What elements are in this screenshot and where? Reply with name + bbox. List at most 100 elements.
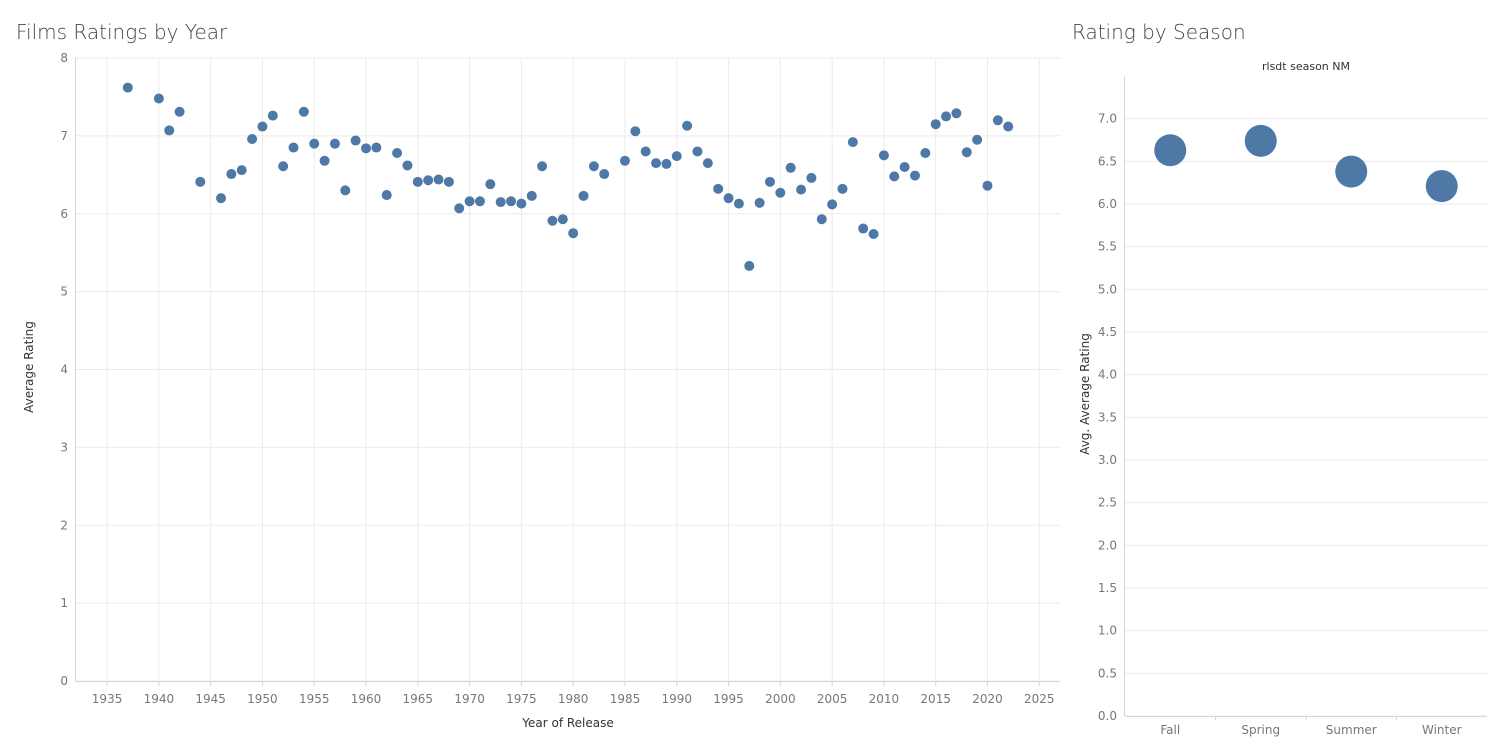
data-point (941, 111, 952, 122)
data-point (796, 184, 807, 195)
data-point (878, 150, 889, 161)
data-point (298, 106, 309, 117)
y-tick-label: 7 (60, 129, 68, 143)
data-point (288, 142, 299, 153)
data-point (764, 176, 775, 187)
data-point (309, 138, 320, 149)
season-point (1425, 170, 1458, 203)
data-point (1003, 121, 1014, 132)
season-y-tick-label: 6.5 (1098, 154, 1117, 168)
x-tick-label: 1985 (610, 692, 641, 706)
x-tick-label: 1995 (713, 692, 744, 706)
data-point (785, 162, 796, 173)
x-tick-label: 1950 (247, 692, 278, 706)
y-axis-label: Average Rating (22, 321, 36, 413)
data-point (889, 171, 900, 182)
data-point (319, 155, 330, 166)
x-tick-label: 1955 (299, 692, 330, 706)
year-scatter-chart: 0 1 2 3 4 5 6 7 8 1935 1940 1945 1950 1955 1960 1965 197… (22, 51, 1060, 730)
data-point (381, 190, 392, 201)
data-point (961, 147, 972, 158)
data-point (361, 143, 372, 154)
data-point (992, 115, 1003, 126)
data-point (909, 170, 920, 181)
y-tick-label: 2 (60, 518, 68, 532)
data-point (692, 146, 703, 157)
y-tick-label: 5 (60, 285, 68, 299)
data-point (847, 137, 858, 148)
data-point (806, 172, 817, 183)
data-point (702, 158, 713, 169)
chart-title-films-ratings-by-year: Films Ratings by Year (16, 20, 228, 44)
data-point (920, 148, 931, 159)
data-point (858, 223, 869, 234)
season-y-tick-label: 0.0 (1098, 709, 1117, 723)
data-point (723, 193, 734, 204)
x-tick-label: 1970 (454, 692, 485, 706)
season-y-tick-label: 4.5 (1098, 325, 1117, 339)
season-y-tick-label: 1.0 (1098, 624, 1117, 638)
data-point (951, 108, 962, 119)
data-point (122, 82, 133, 93)
data-point (651, 158, 662, 169)
season-category-label: Spring (1241, 723, 1280, 737)
data-point (371, 142, 382, 153)
data-point (682, 120, 693, 131)
season-y-tick-label: 4.0 (1098, 368, 1117, 382)
year-gridlines (76, 57, 1060, 682)
data-point (775, 187, 786, 198)
data-point (474, 196, 485, 207)
y-tick-label: 4 (60, 363, 68, 377)
data-point (485, 179, 496, 190)
data-point (164, 125, 175, 136)
data-point (402, 160, 413, 171)
x-tick-label: 2010 (869, 692, 900, 706)
data-point (506, 196, 517, 207)
season-scatter-chart: rlsdt season NM 0.0 0.5 1.0 1.5 2.0 2.5 3.0 3.5… (1078, 60, 1487, 737)
data-point (588, 161, 599, 172)
season-category-label: Winter (1422, 723, 1462, 737)
season-column-header: rlsdt season NM (1262, 60, 1350, 73)
season-y-tick-label: 0.5 (1098, 666, 1117, 680)
season-tick-labels: 0.0 0.5 1.0 1.5 2.0 2.5 3.0 3.5 4.0 4.5 5.0 5.5 6.0 6… (1098, 112, 1462, 737)
season-y-tick-label: 5.0 (1098, 282, 1117, 296)
season-point (1244, 124, 1277, 157)
data-point (195, 176, 206, 187)
data-point (599, 169, 610, 180)
x-tick-label: 1960 (351, 692, 382, 706)
x-tick-label: 1975 (506, 692, 537, 706)
x-tick-label: 2025 (1024, 692, 1055, 706)
data-point (412, 176, 423, 187)
data-point (267, 110, 278, 121)
x-tick-label: 2005 (817, 692, 848, 706)
season-y-tick-label: 7.0 (1098, 112, 1117, 126)
season-y-tick-label: 6.0 (1098, 197, 1117, 211)
y-tick-label: 3 (60, 440, 68, 454)
y-tick-label: 8 (60, 51, 68, 65)
x-axis-label: Year of Release (521, 716, 614, 730)
x-tick-label: 1935 (92, 692, 123, 706)
y-tick-label: 1 (60, 596, 68, 610)
data-point (350, 135, 361, 146)
data-point (329, 138, 340, 149)
data-point (713, 183, 724, 194)
data-point (837, 183, 848, 194)
data-point (640, 146, 651, 157)
data-point (340, 185, 351, 196)
x-tick-label: 2000 (765, 692, 796, 706)
x-tick-label: 1940 (144, 692, 175, 706)
year-axes (75, 58, 1060, 686)
season-y-tick-label: 3.0 (1098, 453, 1117, 467)
data-point (754, 197, 765, 208)
data-point (972, 134, 983, 145)
data-point (868, 228, 879, 239)
data-point (827, 199, 838, 210)
data-point (526, 190, 537, 201)
season-y-tick-label: 2.0 (1098, 538, 1117, 552)
season-y-axis-label: Avg. Average Rating (1078, 333, 1092, 455)
year-tick-labels: 0 1 2 3 4 5 6 7 8 1935 1940 1945 1950 1955 1960 1965 197… (60, 51, 1054, 706)
data-point (630, 126, 641, 137)
year-points (122, 82, 1014, 271)
data-point (216, 193, 227, 204)
season-category-label: Fall (1160, 723, 1180, 737)
